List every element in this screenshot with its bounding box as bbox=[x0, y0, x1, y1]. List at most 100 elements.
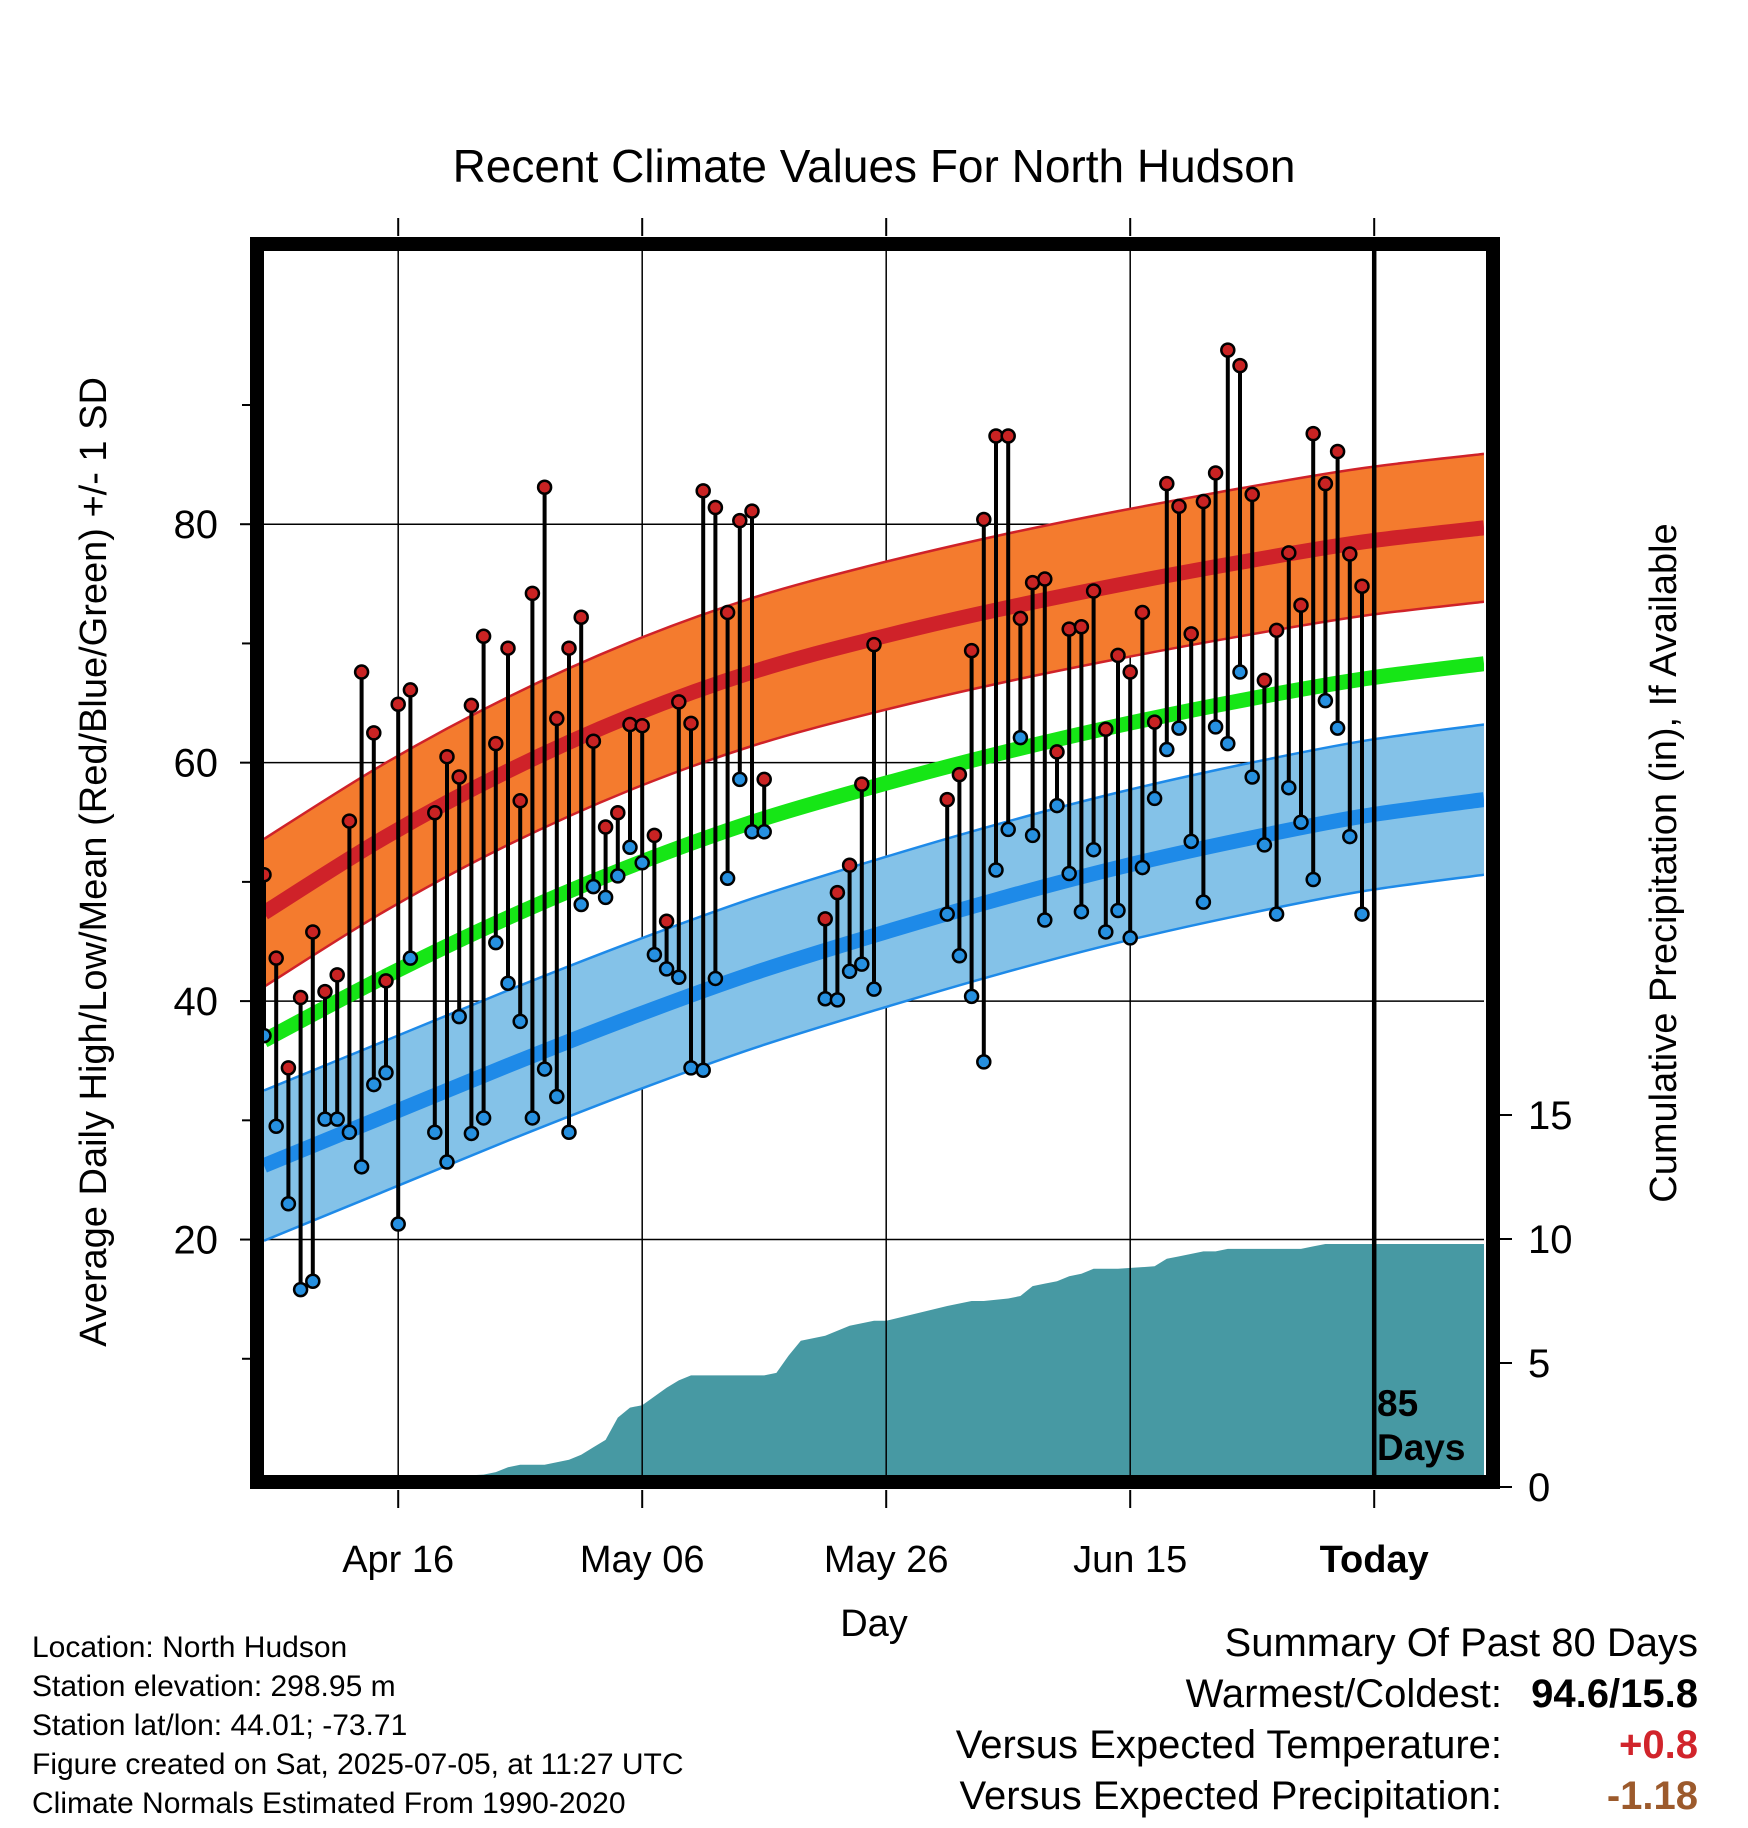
daily-low-point bbox=[1195, 894, 1212, 910]
daily-high-point bbox=[1342, 546, 1358, 562]
precip-value: -1.18 bbox=[1606, 1774, 1698, 1818]
daily-low-point bbox=[1024, 827, 1041, 844]
daily-low-point bbox=[475, 1110, 492, 1126]
daily-high-point bbox=[1122, 664, 1138, 680]
y2-tick-label: 5 bbox=[1528, 1342, 1550, 1386]
daily-low-point bbox=[1122, 930, 1138, 946]
daily-bar bbox=[1073, 618, 1090, 920]
daily-high-point bbox=[976, 511, 992, 528]
daily-bar bbox=[951, 766, 968, 964]
temp-label: Versus Expected Temperature: bbox=[955, 1723, 1502, 1767]
daily-bar bbox=[1085, 583, 1102, 858]
daily-low-point bbox=[451, 1008, 467, 1025]
daily-bar bbox=[1195, 493, 1212, 910]
daily-low-point bbox=[1061, 865, 1077, 882]
latlon-text: Station lat/lon: 44.01; -73.71 bbox=[32, 1709, 408, 1742]
daily-bar bbox=[829, 884, 846, 1008]
daily-bar bbox=[524, 585, 541, 1126]
daily-low-point bbox=[1207, 719, 1224, 735]
daily-bar bbox=[264, 866, 272, 1044]
daily-low-point bbox=[561, 1124, 577, 1141]
daily-low-point bbox=[1171, 720, 1187, 736]
daily-bar bbox=[1012, 610, 1029, 746]
daily-low-point bbox=[634, 855, 650, 871]
daily-high-point bbox=[305, 924, 321, 940]
precip-label: Versus Expected Precipitation: bbox=[959, 1774, 1502, 1818]
daily-bar bbox=[841, 857, 858, 980]
daily-high-point bbox=[475, 628, 492, 645]
daily-low-point bbox=[610, 868, 626, 884]
daily-high-point bbox=[585, 733, 602, 749]
daily-bar bbox=[695, 483, 711, 1079]
daily-low-point bbox=[366, 1076, 382, 1093]
x-tick-label: Jun 15 bbox=[1073, 1539, 1187, 1581]
daily-low-point bbox=[854, 956, 870, 972]
daily-low-point bbox=[1244, 769, 1260, 785]
axes-layer: 20 40 60 80 0 5 10 15 Apr 16 May 06 May 26 Jun 15 To… bbox=[174, 218, 1573, 1581]
daily-bar bbox=[1110, 647, 1126, 919]
daily-high-point bbox=[427, 804, 443, 821]
daily-high-point bbox=[756, 771, 772, 788]
daily-low-point bbox=[1256, 837, 1273, 853]
daily-bar bbox=[1049, 744, 1065, 814]
daily-low-point bbox=[1134, 859, 1151, 876]
daily-low-point bbox=[671, 969, 687, 986]
daily-low-point bbox=[390, 1216, 406, 1232]
daily-high-point bbox=[1220, 342, 1236, 358]
daily-low-point bbox=[536, 1061, 553, 1077]
daily-high-point bbox=[683, 715, 699, 732]
daily-high-point bbox=[671, 694, 687, 710]
daily-high-point bbox=[1293, 597, 1309, 614]
daily-bar bbox=[963, 642, 980, 1005]
daily-low-point bbox=[866, 981, 882, 997]
y-axis-label: Average Daily High/Low/Mean (Red/Blue/Gr… bbox=[73, 377, 115, 1347]
elevation-text: Station elevation: 298.95 m bbox=[32, 1670, 396, 1703]
daily-bar bbox=[1281, 545, 1297, 796]
daily-bar bbox=[341, 813, 358, 1141]
y-tick-label: 20 bbox=[174, 1219, 219, 1263]
daily-high-point bbox=[1305, 425, 1321, 442]
daily-low-point bbox=[292, 1281, 309, 1298]
daily-high-point bbox=[1012, 610, 1029, 627]
daily-low-point bbox=[500, 975, 516, 991]
x-tick-label: Today bbox=[1320, 1539, 1429, 1581]
daily-low-point bbox=[585, 878, 602, 895]
daily-bar bbox=[353, 664, 370, 1175]
daily-high-point bbox=[646, 827, 663, 844]
daily-low-point bbox=[1317, 692, 1334, 709]
daily-bar bbox=[1232, 357, 1248, 680]
daily-low-point bbox=[1232, 664, 1248, 680]
daily-bar bbox=[1171, 498, 1187, 736]
daily-low-point bbox=[512, 1013, 528, 1030]
daily-high-point bbox=[695, 483, 711, 499]
plot-frame bbox=[250, 237, 1500, 1489]
daily-high-point bbox=[378, 973, 394, 989]
daily-bar bbox=[305, 924, 321, 1290]
daily-low-point bbox=[683, 1060, 699, 1076]
daily-bar bbox=[280, 1060, 297, 1212]
warm-cold-label: Warmest/Coldest: bbox=[1185, 1672, 1502, 1716]
daily-high-point bbox=[1281, 545, 1297, 561]
today-days-label: Days bbox=[1377, 1427, 1465, 1468]
daily-bar bbox=[1256, 672, 1273, 853]
daily-low-point bbox=[707, 970, 724, 987]
daily-low-point bbox=[488, 934, 504, 951]
daily-low-point bbox=[1085, 841, 1102, 858]
daily-high-point bbox=[597, 819, 614, 835]
daily-low-point bbox=[1073, 903, 1090, 920]
daily-bar bbox=[634, 717, 650, 871]
daily-high-point bbox=[1244, 486, 1260, 503]
daily-low-point bbox=[1159, 741, 1175, 758]
y-tick-label: 40 bbox=[174, 980, 219, 1024]
x-tick-label: May 26 bbox=[824, 1539, 949, 1581]
precip-area-layer bbox=[420, 1244, 1484, 1478]
daily-low-point bbox=[378, 1064, 394, 1081]
location-text: Location: North Hudson bbox=[32, 1631, 348, 1664]
daily-bar bbox=[427, 804, 443, 1141]
daily-low-point bbox=[951, 948, 968, 964]
daily-bar bbox=[1061, 621, 1077, 882]
daily-low-point bbox=[341, 1124, 358, 1141]
daily-bar bbox=[390, 696, 406, 1232]
y2-tick-label: 10 bbox=[1528, 1218, 1573, 1262]
daily-bar bbox=[463, 697, 480, 1142]
